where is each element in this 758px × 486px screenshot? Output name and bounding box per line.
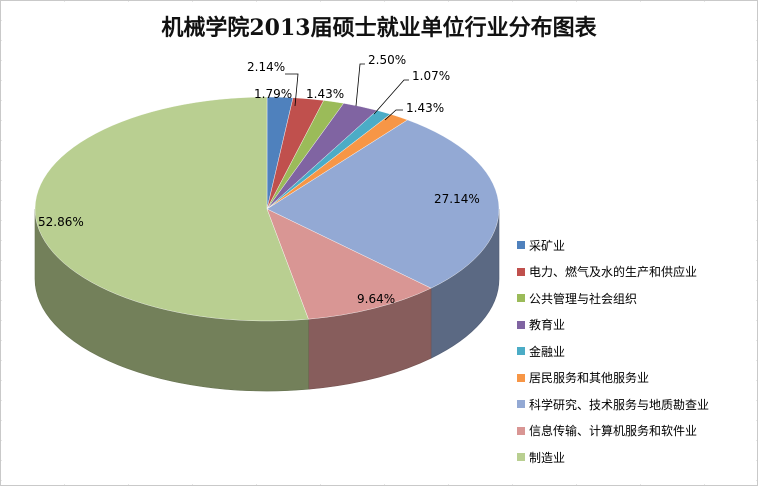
data-label-1: 2.14% bbox=[247, 60, 285, 74]
legend-label: 教育业 bbox=[529, 318, 566, 333]
data-label-0: 1.79% bbox=[254, 87, 292, 101]
legend-label: 居民服务和其他服务业 bbox=[529, 371, 650, 386]
leader-line-1 bbox=[285, 73, 299, 107]
data-label-8: 52.86% bbox=[38, 215, 84, 229]
legend-swatch bbox=[517, 241, 525, 250]
data-label-6: 27.14% bbox=[434, 192, 480, 206]
legend-label: 采矿业 bbox=[529, 238, 566, 253]
leader-line-5 bbox=[384, 109, 403, 121]
legend-label: 制造业 bbox=[529, 450, 566, 465]
legend-label: 公共管理与社会组织 bbox=[529, 291, 638, 306]
pie-slice-7[interactable] bbox=[266, 208, 432, 320]
legend-swatch bbox=[517, 294, 525, 303]
leader-line-4 bbox=[373, 79, 409, 115]
data-label-3: 2.50% bbox=[368, 53, 406, 67]
legend-item: 电力、燃气及水的生产和供应业 bbox=[517, 259, 757, 286]
chart-title: 机械学院2013届硕士就业单位行业分布图表 bbox=[161, 15, 597, 41]
data-label-5: 1.43% bbox=[406, 101, 444, 115]
pie-slice-6[interactable] bbox=[266, 119, 500, 289]
legend-item: 采矿业 bbox=[517, 232, 757, 259]
leader-line-3 bbox=[355, 63, 365, 107]
legend-swatch bbox=[517, 320, 525, 329]
legend-item: 教育业 bbox=[517, 312, 757, 339]
data-label-2: 1.43% bbox=[306, 87, 344, 101]
legend-swatch bbox=[517, 453, 525, 462]
legend-swatch bbox=[517, 347, 525, 356]
legend-item: 居民服务和其他服务业 bbox=[517, 365, 757, 392]
chart-legend: 采矿业电力、燃气及水的生产和供应业 公共管理与社会组织 教育业金融业居民服务和其他服… bbox=[517, 232, 757, 471]
legend-swatch bbox=[517, 267, 525, 276]
legend-item: 科学研究、技术服务与地质勘查业 bbox=[517, 391, 757, 418]
data-label-7: 9.64% bbox=[357, 292, 395, 306]
legend-label: 科学研究、技术服务与地质勘查业 bbox=[529, 397, 710, 412]
legend-label: 金融业 bbox=[529, 344, 566, 359]
legend-swatch bbox=[517, 400, 525, 409]
legend-label: 电力、燃气及水的生产和供应业 bbox=[529, 265, 698, 280]
legend-swatch bbox=[517, 426, 525, 435]
legend-item: 制造业 bbox=[517, 444, 757, 471]
legend-item: 金融业 bbox=[517, 338, 757, 365]
legend-label: 信息传输、计算机服务和软件业 bbox=[529, 424, 698, 439]
legend-swatch bbox=[517, 373, 525, 382]
data-label-4: 1.07% bbox=[412, 69, 450, 83]
legend-item: 信息传输、计算机服务和软件业 bbox=[517, 418, 757, 445]
legend-item: 公共管理与社会组织 bbox=[517, 285, 757, 312]
pie-slice-8[interactable] bbox=[34, 96, 309, 322]
